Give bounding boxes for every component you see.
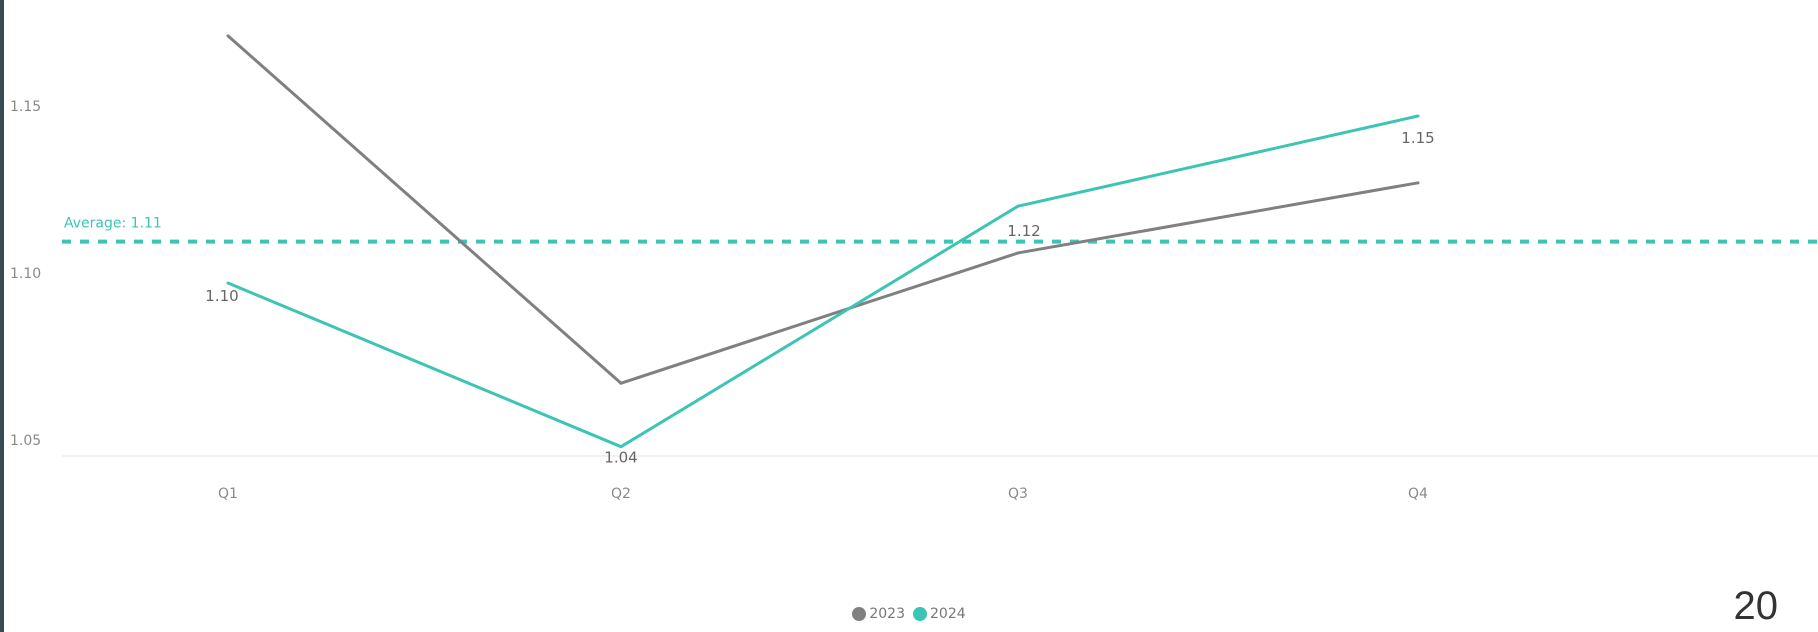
y-axis-ticks: 1.05 1.10 1.15 — [10, 99, 41, 449]
data-point — [619, 445, 623, 449]
series-lines — [226, 34, 1420, 449]
legend-label: 2023 — [869, 606, 905, 622]
series-line-2024 — [227, 114, 1419, 449]
x-tick-label: Q2 — [611, 486, 631, 502]
legend-item: 2023 — [852, 606, 905, 622]
y-tick-label: 1.10 — [10, 266, 41, 282]
legend-swatch — [852, 607, 867, 621]
x-axis-ticks: Q1 Q2 Q3 Q4 — [218, 486, 1428, 502]
data-point — [1416, 181, 1420, 185]
page-number: 20 — [1733, 584, 1779, 628]
data-label: 1.12 — [1007, 222, 1040, 240]
average-reference: Average: 1.11 — [62, 216, 1818, 244]
legend-item: 2024 — [913, 606, 966, 622]
data-point — [226, 34, 230, 38]
legend: 2023 2024 — [0, 606, 1818, 622]
data-label: 1.04 — [604, 449, 637, 467]
legend-swatch — [913, 607, 927, 621]
x-tick-label: Q1 — [218, 486, 238, 502]
legend-label: 2024 — [930, 606, 966, 622]
average-label: Average: 1.11 — [64, 216, 162, 232]
left-edge-bar — [0, 0, 4, 632]
y-tick-label: 1.15 — [10, 99, 41, 115]
x-tick-label: Q4 — [1408, 486, 1428, 502]
y-tick-label: 1.05 — [10, 433, 41, 449]
line-chart: 1.05 1.10 1.15 Q1 Q2 Q3 Q4 Average: 1.11 1.10… — [10, 34, 1818, 502]
data-point — [1016, 251, 1020, 255]
data-label: 1.10 — [205, 287, 238, 305]
data-point — [619, 381, 623, 385]
data-labels: 1.10 1.04 1.12 1.15 — [205, 129, 1434, 467]
data-point — [1016, 204, 1020, 208]
data-label: 1.15 — [1401, 129, 1434, 147]
series-line-2023 — [227, 34, 1419, 385]
data-point — [1416, 114, 1420, 118]
data-point — [226, 281, 230, 285]
x-tick-label: Q3 — [1008, 486, 1028, 502]
